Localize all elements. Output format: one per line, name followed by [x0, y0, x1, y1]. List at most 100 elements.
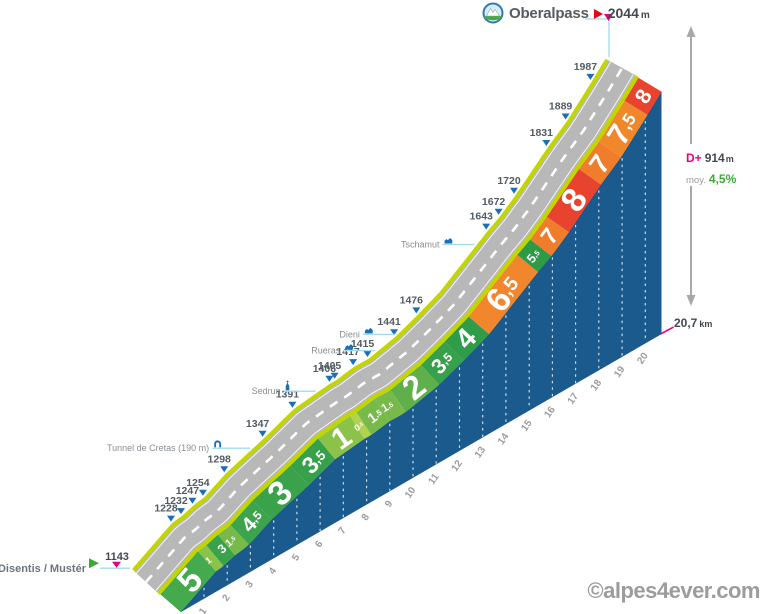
tunnel-icon	[214, 440, 221, 448]
gradient-segment	[517, 239, 552, 272]
elevation-label: 1643	[470, 211, 494, 223]
gradient-segment	[206, 534, 236, 566]
elevation-label: 1720	[497, 175, 521, 187]
village-label: Dieni	[339, 329, 360, 339]
summit-flag-icon	[593, 8, 603, 19]
elevation-marker-icon	[288, 401, 297, 408]
road-side-line	[135, 60, 612, 574]
elevation-label: 1406	[313, 363, 337, 375]
elevation-label: 1232	[164, 495, 188, 507]
summit-elevation-marker-icon	[604, 14, 613, 21]
avg-row: moy. 4,5%	[686, 169, 736, 190]
km-tick-label: 7	[337, 525, 349, 536]
houses-icon	[345, 344, 354, 350]
gradient-segment	[350, 412, 372, 439]
summit-connector-line	[585, 18, 610, 58]
gradient-segment	[421, 341, 464, 385]
elevation-marker-icon	[561, 113, 570, 120]
km-tick-label: 6	[313, 539, 325, 550]
km-tick-label: 11	[427, 471, 442, 486]
km-tick-label: 13	[473, 445, 489, 461]
elevation-label: 1405	[318, 360, 342, 372]
summit-badge-icon	[482, 2, 504, 24]
distance-tick	[660, 326, 674, 335]
elevation-marker-icon	[188, 497, 197, 504]
km-tick-label: 4	[267, 565, 279, 576]
elevation-marker-icon	[482, 223, 491, 230]
elevation-marker-icon	[198, 489, 207, 496]
gradient-segment	[318, 415, 365, 460]
elevation-label: 1254	[186, 477, 210, 489]
elevation-marker-icon	[586, 73, 595, 80]
houses-icon	[364, 327, 373, 334]
dplus-arrow	[686, 26, 696, 306]
dplus-row: D+ 914m	[686, 151, 734, 165]
gradient-segment	[160, 551, 218, 613]
avg-value: 4,5%	[708, 171, 737, 186]
km-tick-label: 18	[589, 377, 605, 393]
gradient-label: 1,5	[379, 399, 396, 415]
road-side-line	[155, 74, 634, 591]
gradient-segment	[197, 545, 224, 573]
start-elevation-marker-icon	[112, 561, 121, 568]
elevation-label: 1889	[549, 101, 573, 113]
elevation-label: 1672	[482, 196, 506, 208]
gradient-label: 0,5	[352, 420, 365, 433]
village-label: Sedrun	[252, 386, 281, 396]
elevation-label: 1247	[176, 485, 200, 497]
elevation-label: 1347	[246, 418, 270, 430]
start-elevation: 1143	[105, 551, 129, 563]
gradient-segment	[579, 141, 622, 185]
km-tick-label: 19	[612, 364, 628, 380]
avg-label: moy.	[686, 174, 706, 186]
gradient-segment	[217, 524, 249, 556]
km-tick-label: 14	[496, 431, 512, 447]
elevation-marker-icon	[258, 430, 267, 437]
gradient-segment	[230, 500, 272, 545]
elevation-marker-icon	[177, 508, 185, 515]
village-label: Tschamut	[401, 240, 440, 250]
elevation-marker-icon	[167, 515, 175, 522]
elevation-marker-icon	[542, 140, 551, 146]
km-tick-label: 17	[566, 391, 582, 407]
elevation-marker-icon	[412, 307, 421, 314]
elevation-marker-icon	[363, 351, 372, 357]
km-tick-label: 1	[197, 606, 209, 614]
elevation-label: 1476	[400, 294, 424, 306]
km-tick-label: 16	[542, 404, 558, 420]
elevation-label: 1228	[154, 503, 178, 515]
houses-icon	[444, 238, 453, 244]
gradient-segment	[356, 398, 390, 435]
church-icon	[285, 380, 290, 391]
km-tick-label: 3	[244, 579, 256, 590]
dplus-value: 914	[704, 151, 725, 165]
watermark: ©alpes4ever.com	[587, 578, 760, 603]
village-label: Rueras	[311, 346, 341, 356]
km-tick-label: 2	[220, 592, 232, 603]
elevation-label: 1987	[574, 61, 598, 73]
summit-block: Oberalpass 2044 m	[482, 2, 650, 24]
profile-area	[180, 91, 662, 613]
elevation-label: 1441	[377, 316, 401, 328]
gradient-segment	[598, 100, 648, 157]
climb-stats: D+ 914m moy. 4,5%	[686, 148, 736, 190]
elevation-marker-icon	[325, 375, 334, 382]
elevation-marker-icon	[220, 466, 229, 473]
summit-name: Oberalpass	[509, 4, 589, 22]
km-tick-label: 12	[450, 458, 466, 474]
start-name: Disentis / Mustér	[0, 563, 87, 575]
km-tick-label: 5	[290, 552, 302, 563]
total-distance: 20,7 km	[674, 316, 713, 330]
elevation-marker-icon	[349, 359, 358, 366]
km-tick-label: 15	[519, 418, 535, 434]
gradient-label: 1	[203, 555, 213, 566]
gradient-segment	[252, 465, 309, 520]
gradient-segment	[624, 77, 662, 115]
elevation-label: 1831	[530, 127, 554, 139]
summit-elevation: 2044 m	[607, 5, 650, 21]
km-tick-label: 9	[383, 498, 395, 509]
elevation-label: 1298	[208, 453, 232, 465]
km-tick-label: 8	[360, 512, 372, 523]
